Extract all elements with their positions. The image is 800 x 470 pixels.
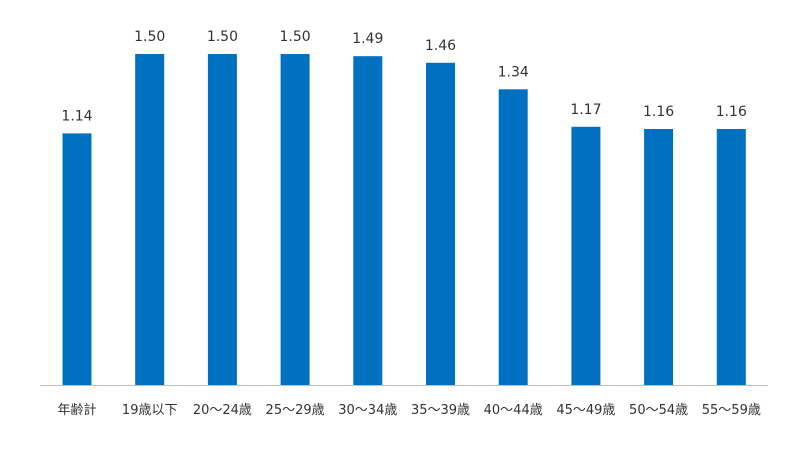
value-label-7: 1.17 [570, 102, 601, 118]
bar-0 [62, 133, 92, 385]
bar-2 [207, 54, 237, 385]
bar-1 [135, 54, 165, 385]
category-label-2: 20～24歳 [193, 403, 252, 418]
bar-8 [644, 129, 674, 385]
category-label-5: 35～39歳 [411, 403, 470, 418]
bar-5 [426, 62, 455, 386]
value-label-6: 1.34 [498, 64, 529, 80]
category-label-1: 19歳以下 [122, 403, 178, 418]
category-label-4: 30～34歳 [338, 403, 397, 418]
value-label-3: 1.50 [280, 29, 311, 45]
category-label-3: 25～29歳 [266, 403, 325, 418]
bar-7 [571, 126, 601, 386]
value-labels-layer: 1.14 1.50 1.50 1.50 1.49 1.46 1.34 1.17 1.16 1.16 [61, 29, 747, 124]
bar-6 [498, 89, 528, 386]
value-label-4: 1.49 [352, 31, 383, 47]
value-label-9: 1.16 [716, 104, 747, 120]
category-label-9: 55～59歳 [702, 403, 761, 418]
category-label-7: 45～49歳 [556, 403, 615, 418]
value-label-8: 1.16 [643, 104, 674, 120]
category-labels-layer: 年齢計 19歳以下 20～24歳 25～29歳 30～34歳 35～39歳 40～44歳 45… [57, 402, 760, 418]
bar-9 [716, 129, 746, 385]
category-label-6: 40～44歳 [484, 403, 543, 418]
bars-layer [62, 54, 746, 386]
value-label-0: 1.14 [61, 108, 92, 124]
bar-4 [353, 56, 383, 385]
category-label-0: 年齢計 [57, 402, 96, 418]
value-label-2: 1.50 [207, 29, 238, 45]
value-label-5: 1.46 [425, 38, 456, 54]
value-label-1: 1.50 [134, 29, 165, 45]
category-label-8: 50～54歳 [629, 403, 688, 418]
bar-3 [280, 54, 310, 385]
